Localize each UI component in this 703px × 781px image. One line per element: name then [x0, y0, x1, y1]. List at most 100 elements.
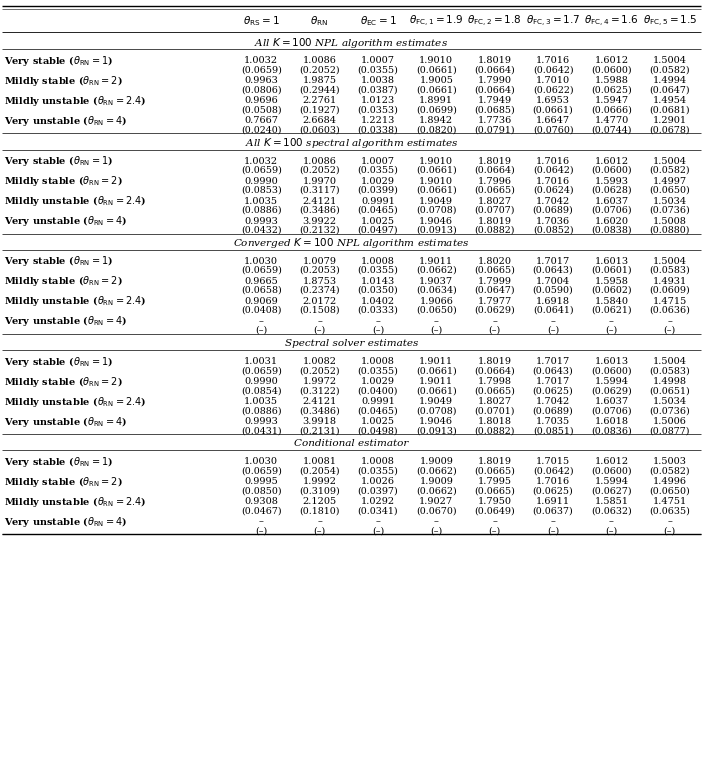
Text: 1.6020: 1.6020	[595, 216, 628, 226]
Text: 1.6012: 1.6012	[594, 157, 628, 166]
Text: (0.0625): (0.0625)	[591, 85, 632, 95]
Text: (0.0341): (0.0341)	[358, 507, 399, 515]
Text: 2.6684: 2.6684	[302, 116, 337, 125]
Text: (0.3117): (0.3117)	[299, 186, 340, 194]
Text: (0.0882): (0.0882)	[475, 426, 515, 435]
Text: (0.0853): (0.0853)	[241, 186, 282, 194]
Text: 1.9970: 1.9970	[302, 177, 337, 186]
Text: (0.0708): (0.0708)	[416, 205, 456, 215]
Text: (0.0583): (0.0583)	[650, 266, 690, 275]
Text: (0.0851): (0.0851)	[533, 426, 574, 435]
Text: 1.6953: 1.6953	[536, 96, 570, 105]
Text: (0.0622): (0.0622)	[533, 85, 574, 95]
Text: 1.6012: 1.6012	[594, 458, 628, 466]
Text: (0.0609): (0.0609)	[650, 286, 690, 295]
Text: (0.0629): (0.0629)	[591, 386, 632, 395]
Text: Mildly stable ($\theta_{\mathrm{RN}}=2$): Mildly stable ($\theta_{\mathrm{RN}}=2$)	[4, 174, 123, 188]
Text: 0.9069: 0.9069	[245, 297, 278, 306]
Text: (0.0650): (0.0650)	[650, 186, 690, 194]
Text: 0.9963: 0.9963	[244, 77, 278, 85]
Text: 1.7949: 1.7949	[477, 96, 512, 105]
Text: 1.5947: 1.5947	[594, 96, 628, 105]
Text: (0.0387): (0.0387)	[358, 85, 399, 95]
Text: (0.0651): (0.0651)	[650, 386, 690, 395]
Text: (0.0806): (0.0806)	[241, 85, 281, 95]
Text: 1.7010: 1.7010	[536, 77, 570, 85]
Text: (0.0659): (0.0659)	[240, 66, 282, 74]
Text: (0.0625): (0.0625)	[533, 386, 574, 395]
Text: 0.9696: 0.9696	[245, 96, 278, 105]
Text: (0.0355): (0.0355)	[358, 166, 399, 175]
Text: (0.1508): (0.1508)	[299, 306, 340, 315]
Text: 1.8019: 1.8019	[477, 157, 512, 166]
Text: (0.3109): (0.3109)	[299, 487, 340, 495]
Text: (0.1927): (0.1927)	[299, 105, 340, 114]
Text: 2.4121: 2.4121	[302, 398, 337, 406]
Text: 1.7996: 1.7996	[477, 177, 512, 186]
Text: 1.4997: 1.4997	[653, 177, 687, 186]
Text: Mildly stable ($\theta_{\mathrm{RN}}=2$): Mildly stable ($\theta_{\mathrm{RN}}=2$)	[4, 73, 123, 87]
Text: 1.9992: 1.9992	[302, 477, 337, 487]
Text: 1.8019: 1.8019	[477, 216, 512, 226]
Text: (0.0590): (0.0590)	[533, 286, 574, 295]
Text: 1.0026: 1.0026	[361, 477, 395, 487]
Text: 1.6018: 1.6018	[595, 417, 628, 426]
Text: 1.5006: 1.5006	[653, 417, 687, 426]
Text: (0.0643): (0.0643)	[533, 266, 574, 275]
Text: (0.0701): (0.0701)	[475, 406, 515, 415]
Text: (0.0689): (0.0689)	[533, 205, 574, 215]
Text: (0.0355): (0.0355)	[358, 66, 399, 74]
Text: Mildly unstable ($\theta_{\mathrm{RN}}=2.4$): Mildly unstable ($\theta_{\mathrm{RN}}=2…	[4, 194, 146, 208]
Text: (0.0661): (0.0661)	[533, 105, 574, 114]
Text: (0.0882): (0.0882)	[475, 226, 515, 234]
Text: –: –	[609, 317, 614, 326]
Text: (0.0913): (0.0913)	[416, 226, 457, 234]
Text: (0.0600): (0.0600)	[591, 466, 632, 476]
Text: 1.9049: 1.9049	[419, 398, 453, 406]
Text: Very stable ($\theta_{\mathrm{RN}}=1$): Very stable ($\theta_{\mathrm{RN}}=1$)	[4, 255, 113, 269]
Text: (0.0650): (0.0650)	[416, 306, 457, 315]
Text: (0.0624): (0.0624)	[533, 186, 574, 194]
Text: All $K=100$ NPL algorithm estimates: All $K=100$ NPL algorithm estimates	[254, 36, 449, 50]
Text: 1.8018: 1.8018	[477, 417, 512, 426]
Text: 1.0008: 1.0008	[361, 257, 395, 266]
Text: (0.0601): (0.0601)	[591, 266, 632, 275]
Text: $\theta_{\mathrm{FC},4}=1.6$: $\theta_{\mathrm{FC},4}=1.6$	[584, 13, 639, 29]
Text: 0.7667: 0.7667	[244, 116, 278, 125]
Text: 0.9993: 0.9993	[244, 216, 278, 226]
Text: –: –	[667, 518, 672, 526]
Text: (0.0706): (0.0706)	[591, 406, 632, 415]
Text: (0.0886): (0.0886)	[241, 205, 281, 215]
Text: 1.9972: 1.9972	[302, 377, 337, 386]
Text: (0.0664): (0.0664)	[475, 166, 515, 175]
Text: 1.7017: 1.7017	[536, 357, 570, 366]
Text: (0.0497): (0.0497)	[358, 226, 399, 234]
Text: 1.9009: 1.9009	[420, 458, 453, 466]
Text: Very stable ($\theta_{\mathrm{RN}}=1$): Very stable ($\theta_{\mathrm{RN}}=1$)	[4, 54, 113, 68]
Text: 1.7004: 1.7004	[536, 277, 570, 286]
Text: (0.3122): (0.3122)	[299, 386, 340, 395]
Text: 1.9875: 1.9875	[302, 77, 337, 85]
Text: –: –	[550, 317, 555, 326]
Text: Conditional estimator: Conditional estimator	[295, 440, 408, 448]
Text: (0.0665): (0.0665)	[475, 266, 515, 275]
Text: Very unstable ($\theta_{\mathrm{RN}}=4$): Very unstable ($\theta_{\mathrm{RN}}=4$)	[4, 315, 127, 328]
Text: (0.0649): (0.0649)	[475, 507, 515, 515]
Text: 1.9046: 1.9046	[419, 216, 453, 226]
Text: (0.0661): (0.0661)	[416, 85, 457, 95]
Text: (0.2944): (0.2944)	[299, 85, 340, 95]
Text: Mildly stable ($\theta_{\mathrm{RN}}=2$): Mildly stable ($\theta_{\mathrm{RN}}=2$)	[4, 375, 123, 389]
Text: (0.0600): (0.0600)	[591, 366, 632, 375]
Text: All $K=100$ spectral algorithm estimates: All $K=100$ spectral algorithm estimates	[245, 136, 458, 150]
Text: (0.0467): (0.0467)	[241, 507, 281, 515]
Text: (0.0707): (0.0707)	[475, 205, 515, 215]
Text: 1.7017: 1.7017	[536, 257, 570, 266]
Text: 3.9922: 3.9922	[302, 216, 337, 226]
Text: 1.0029: 1.0029	[361, 177, 395, 186]
Text: Very stable ($\theta_{\mathrm{RN}}=1$): Very stable ($\theta_{\mathrm{RN}}=1$)	[4, 355, 113, 369]
Text: 1.2901: 1.2901	[653, 116, 687, 125]
Text: –: –	[375, 518, 380, 526]
Text: –: –	[667, 317, 672, 326]
Text: (0.0625): (0.0625)	[533, 487, 574, 495]
Text: (0.0350): (0.0350)	[358, 286, 399, 295]
